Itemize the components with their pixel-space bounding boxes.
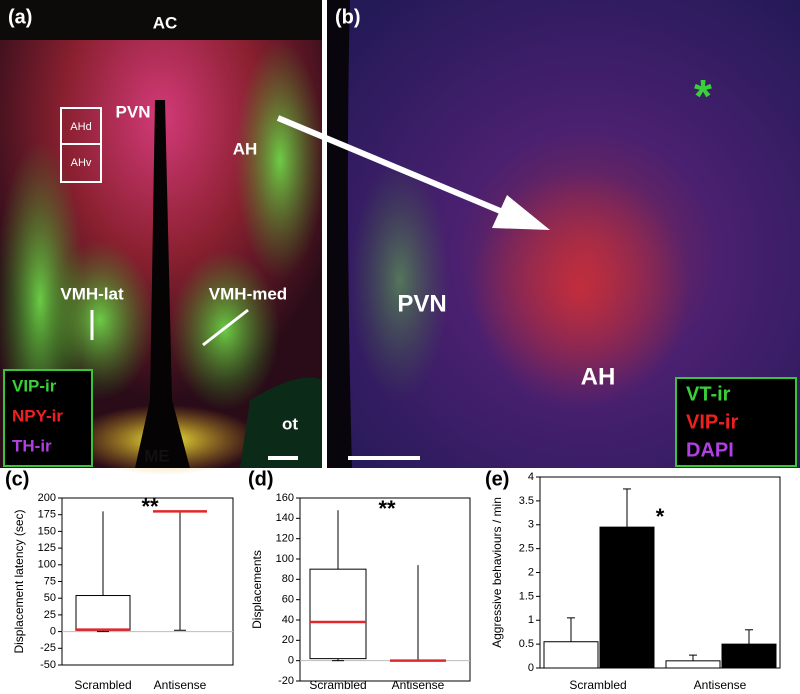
legend-entry: TH-ir bbox=[12, 436, 52, 455]
y-axis-label: Displacements bbox=[250, 550, 264, 629]
region-label: * bbox=[694, 70, 712, 122]
region-label: AHv bbox=[71, 157, 92, 169]
y-tick-label: 40 bbox=[282, 614, 294, 626]
y-tick-label: 25 bbox=[44, 609, 56, 621]
y-tick-label: 2.5 bbox=[519, 543, 534, 555]
y-tick-label: 100 bbox=[38, 559, 56, 571]
region-label: VMH-lat bbox=[60, 284, 124, 303]
region-label: PVN bbox=[116, 102, 151, 121]
y-tick-label: 0 bbox=[50, 626, 56, 638]
x-tick-label: Scrambled bbox=[309, 678, 366, 692]
bar bbox=[543, 641, 599, 669]
legend-entry: DAPI bbox=[686, 439, 734, 461]
y-tick-label: -25 bbox=[40, 642, 56, 654]
region-label: AH bbox=[233, 139, 258, 158]
box bbox=[309, 568, 367, 660]
panel-label: (e) bbox=[485, 468, 509, 490]
y-tick-label: 0 bbox=[528, 662, 534, 674]
panel-label: (d) bbox=[248, 468, 274, 490]
y-tick-label: 60 bbox=[282, 594, 294, 606]
region-label: ot bbox=[282, 414, 298, 433]
legend-entry: VIP-ir bbox=[12, 376, 57, 395]
y-tick-label: 150 bbox=[38, 525, 56, 537]
bar bbox=[721, 643, 777, 669]
annotation: * bbox=[656, 504, 665, 529]
y-tick-label: 125 bbox=[38, 542, 56, 554]
y-tick-label: -20 bbox=[278, 675, 294, 687]
annotation: ** bbox=[378, 496, 396, 521]
y-axis-label: Aggressive behaviours / min bbox=[490, 497, 504, 648]
y-tick-label: 120 bbox=[276, 533, 294, 545]
y-tick-label: 4 bbox=[528, 471, 534, 483]
y-tick-label: 20 bbox=[282, 634, 294, 646]
region-label: ME bbox=[144, 446, 170, 465]
y-tick-label: 80 bbox=[282, 573, 294, 585]
x-tick-label: Scrambled bbox=[74, 678, 131, 692]
plot-frame bbox=[61, 497, 234, 666]
x-tick-label: Antisense bbox=[154, 678, 207, 692]
region-label: VMH-med bbox=[209, 284, 287, 303]
panel-b-image bbox=[276, 0, 800, 468]
y-tick-label: 50 bbox=[44, 592, 56, 604]
box bbox=[75, 595, 131, 631]
x-tick-label: Antisense bbox=[392, 678, 445, 692]
y-tick-label: 3.5 bbox=[519, 495, 534, 507]
y-tick-label: 1.5 bbox=[519, 590, 534, 602]
legend-entry: VIP-ir bbox=[686, 411, 738, 433]
y-axis-label: Displacement latency (sec) bbox=[12, 509, 26, 653]
x-tick-label: Antisense bbox=[694, 678, 747, 692]
bar bbox=[599, 526, 655, 669]
y-tick-label: 1 bbox=[528, 614, 534, 626]
legend-entry: VT-ir bbox=[686, 383, 731, 405]
y-tick-label: 100 bbox=[276, 553, 294, 565]
bar bbox=[665, 660, 721, 669]
panel-a-image bbox=[0, 0, 325, 475]
region-label: AC bbox=[153, 13, 178, 32]
panel-label: (c) bbox=[5, 468, 29, 490]
panel-label: (b) bbox=[335, 6, 361, 28]
y-tick-label: 3 bbox=[528, 519, 534, 531]
y-tick-label: 2 bbox=[528, 566, 534, 578]
y-tick-label: 0.5 bbox=[519, 638, 534, 650]
region-label: AHd bbox=[70, 121, 91, 133]
y-tick-label: 175 bbox=[38, 509, 56, 521]
panel-label: (a) bbox=[8, 6, 32, 28]
region-label: PVN bbox=[397, 290, 446, 317]
y-tick-label: 75 bbox=[44, 575, 56, 587]
y-tick-label: -50 bbox=[40, 659, 56, 671]
annotation: ** bbox=[141, 494, 159, 519]
y-tick-label: 140 bbox=[276, 512, 294, 524]
plot-frame bbox=[299, 497, 471, 682]
x-tick-label: Scrambled bbox=[569, 678, 626, 692]
legend-entry: NPY-ir bbox=[12, 406, 63, 425]
region-label: AH bbox=[581, 363, 616, 390]
y-tick-label: 160 bbox=[276, 492, 294, 504]
y-tick-label: 0 bbox=[288, 655, 294, 667]
y-tick-label: 200 bbox=[38, 492, 56, 504]
